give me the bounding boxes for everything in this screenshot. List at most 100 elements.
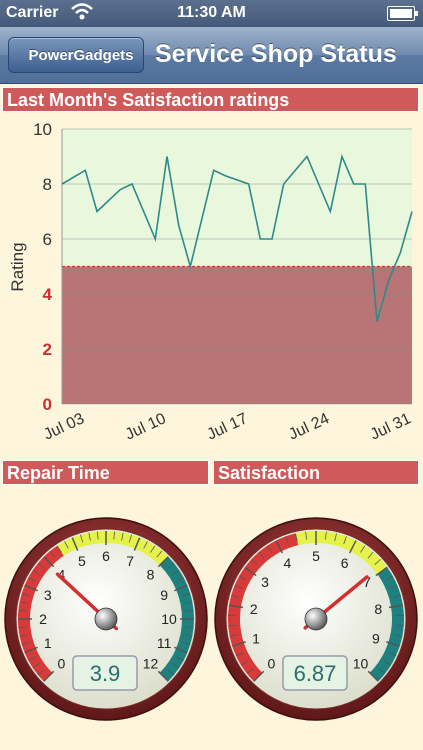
gauge-tick [37,562,45,569]
gauge-tick-label: 6 [341,555,349,571]
gauge-hub [94,607,118,631]
x-tick-label: Jul 24 [286,410,332,443]
gauge-tick [174,584,188,592]
back-button[interactable]: PowerGadgets [8,37,144,73]
gauge-tick [19,634,28,637]
gauge-tick [360,545,366,553]
gauge-tick [71,537,79,551]
repair-time-header: Repair Time [2,460,209,485]
chart-section-header: Last Month's Satisfaction ratings [2,87,419,112]
gauge-tick [32,663,40,669]
gauge-tick [184,601,193,604]
gauge-tick-label: 12 [143,656,159,672]
x-tick-label: Jul 10 [123,410,169,443]
y-tick-label: 0 [43,395,52,414]
gauge-tick [167,669,175,676]
gauge-tick-label: 10 [353,656,369,672]
gauge-tick-label: 9 [372,630,380,646]
gauge-readout-box [72,655,138,691]
gauge-tick-label: 3 [261,574,269,590]
gauge-readout-box [282,655,348,691]
gauge-teal-band [159,556,195,682]
gauge-tick [37,669,45,676]
clock: 11:30 AM [177,4,246,21]
gauge-tick [176,577,184,582]
gauge-tick [229,634,238,637]
gauge-red-band [17,545,64,682]
gauge-tick-label: 2 [250,601,258,617]
satisfaction-gauge: 01 234 5 678 910 6.87 [214,517,418,721]
below-threshold-zone [62,266,412,404]
gauge-tick-label: 9 [160,587,168,603]
gauge-tick [374,558,381,565]
gauge-tick [21,641,30,645]
gauge-tick-label: 8 [147,566,155,582]
gauge-tick [32,569,40,575]
gauge-tick [285,536,289,545]
gauge-tick [172,569,180,575]
gauge-tick [143,541,148,549]
page-title: Service Shop Status [155,40,397,68]
gauge-tick-label: 7 [126,553,134,569]
gauge-tick [231,594,240,598]
gauge-tick [156,550,163,558]
gauge-tick-label: 11 [157,635,172,651]
gauge-tick [367,670,379,682]
gauge-yellow-band [57,531,169,566]
gauge-tick [388,604,404,609]
gauge-tick-label: 0 [268,656,276,672]
x-tick-label: Jul 31 [368,410,414,443]
gauge-tick-label: 5 [78,553,86,569]
gauge-tick [239,575,247,581]
gauge-tick [167,562,175,569]
gauge-tick [113,531,116,540]
satisfaction-line-chart: 0 2 4 6 8 10 Jul 03 Jul 10 Jul 17 Jul 24 Jul 31 R… [8,120,414,444]
y-tick-label: 10 [33,120,52,139]
gauge-tick [244,566,257,577]
y-tick-label: 8 [43,175,52,194]
gauge-tick [185,626,194,629]
gauge-tick [367,551,374,559]
gauge-tick [172,663,180,669]
gauge-tick [182,641,191,645]
gauge-tick [295,533,298,542]
gauge-tick [305,531,307,540]
y-tick-label: 4 [43,285,53,304]
y-tick-label: 2 [43,340,52,359]
gauge-tick [266,545,272,553]
gauge-tick [228,604,244,609]
gauge-tick [388,652,397,657]
gauge-tick [18,609,27,612]
gauge-tick [157,556,169,568]
gauge-tick-label: 8 [374,601,382,617]
gauge-tick [121,532,124,541]
gauge-tick [128,534,132,543]
gauge-tick [386,641,400,647]
x-tick-label: Jul 03 [41,410,87,443]
gauge-yellow-band [295,531,388,575]
x-tick-label: Jul 17 [204,410,250,443]
gauge-tick [88,532,91,541]
gauge-tick [253,670,265,682]
gauge-tick [64,541,69,549]
gauge-tick [150,545,156,553]
navigation-bar: PowerGadgets Service Shop Status [0,27,423,84]
gauge-red-band [227,533,299,682]
gauge-readout: 6.87 [294,661,337,686]
gauge-tick [43,556,55,568]
gauge-tick [394,634,403,637]
gauge-tick [392,594,401,598]
gauge-tick [395,624,404,627]
gauge-tick [375,566,388,577]
gauge-tick [80,534,84,543]
gauge-tick [334,533,337,542]
gauge-tick [182,593,191,597]
gauge-tick [240,660,248,666]
gauge-hub [304,607,328,631]
gauge-tick [378,668,386,674]
gauge-tick [133,537,141,551]
above-threshold-zone [62,129,412,267]
gauge-teal-band [369,567,404,682]
gauge-tick [28,656,36,661]
